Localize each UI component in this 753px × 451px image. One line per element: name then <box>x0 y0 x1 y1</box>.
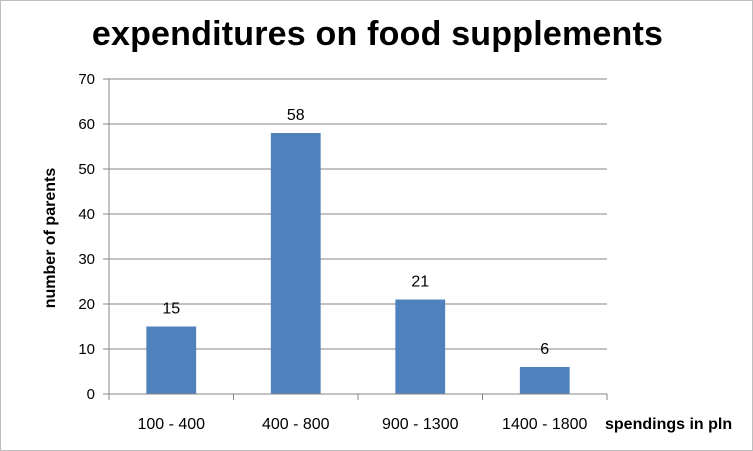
bar <box>519 367 570 394</box>
chart-title: expenditures on food supplements <box>91 15 664 53</box>
x-tick-label: 400 - 800 <box>262 416 330 433</box>
bars <box>146 133 570 394</box>
y-tick-label: 30 <box>78 251 95 268</box>
y-tick-label: 10 <box>78 341 95 358</box>
x-tick-label: 100 - 400 <box>137 416 205 433</box>
bar <box>270 133 321 394</box>
y-tick-label: 40 <box>78 206 95 223</box>
y-tick-label: 20 <box>78 296 95 313</box>
gridlines <box>109 78 607 350</box>
labels: 0 10 20 30 40 50 60 70 15 100 - 400 58 400 - 800 21 9… <box>78 71 587 433</box>
x-tick-label: 900 - 1300 <box>382 416 459 433</box>
y-tick-label: 60 <box>78 116 95 133</box>
data-label: 15 <box>162 301 180 318</box>
bar <box>146 326 197 394</box>
data-label: 58 <box>287 107 305 124</box>
x-tick-label: 1400 - 1800 <box>502 416 588 433</box>
x-axis-label: spendings in pln <box>605 416 732 433</box>
data-label: 21 <box>411 274 429 291</box>
data-label: 6 <box>540 341 549 358</box>
bar <box>395 299 446 394</box>
y-axis-label: number of parents <box>42 168 59 309</box>
y-tick-label: 0 <box>87 386 95 403</box>
y-tick-label: 50 <box>78 161 95 178</box>
y-tick-label: 70 <box>78 71 95 88</box>
axes <box>103 78 608 400</box>
